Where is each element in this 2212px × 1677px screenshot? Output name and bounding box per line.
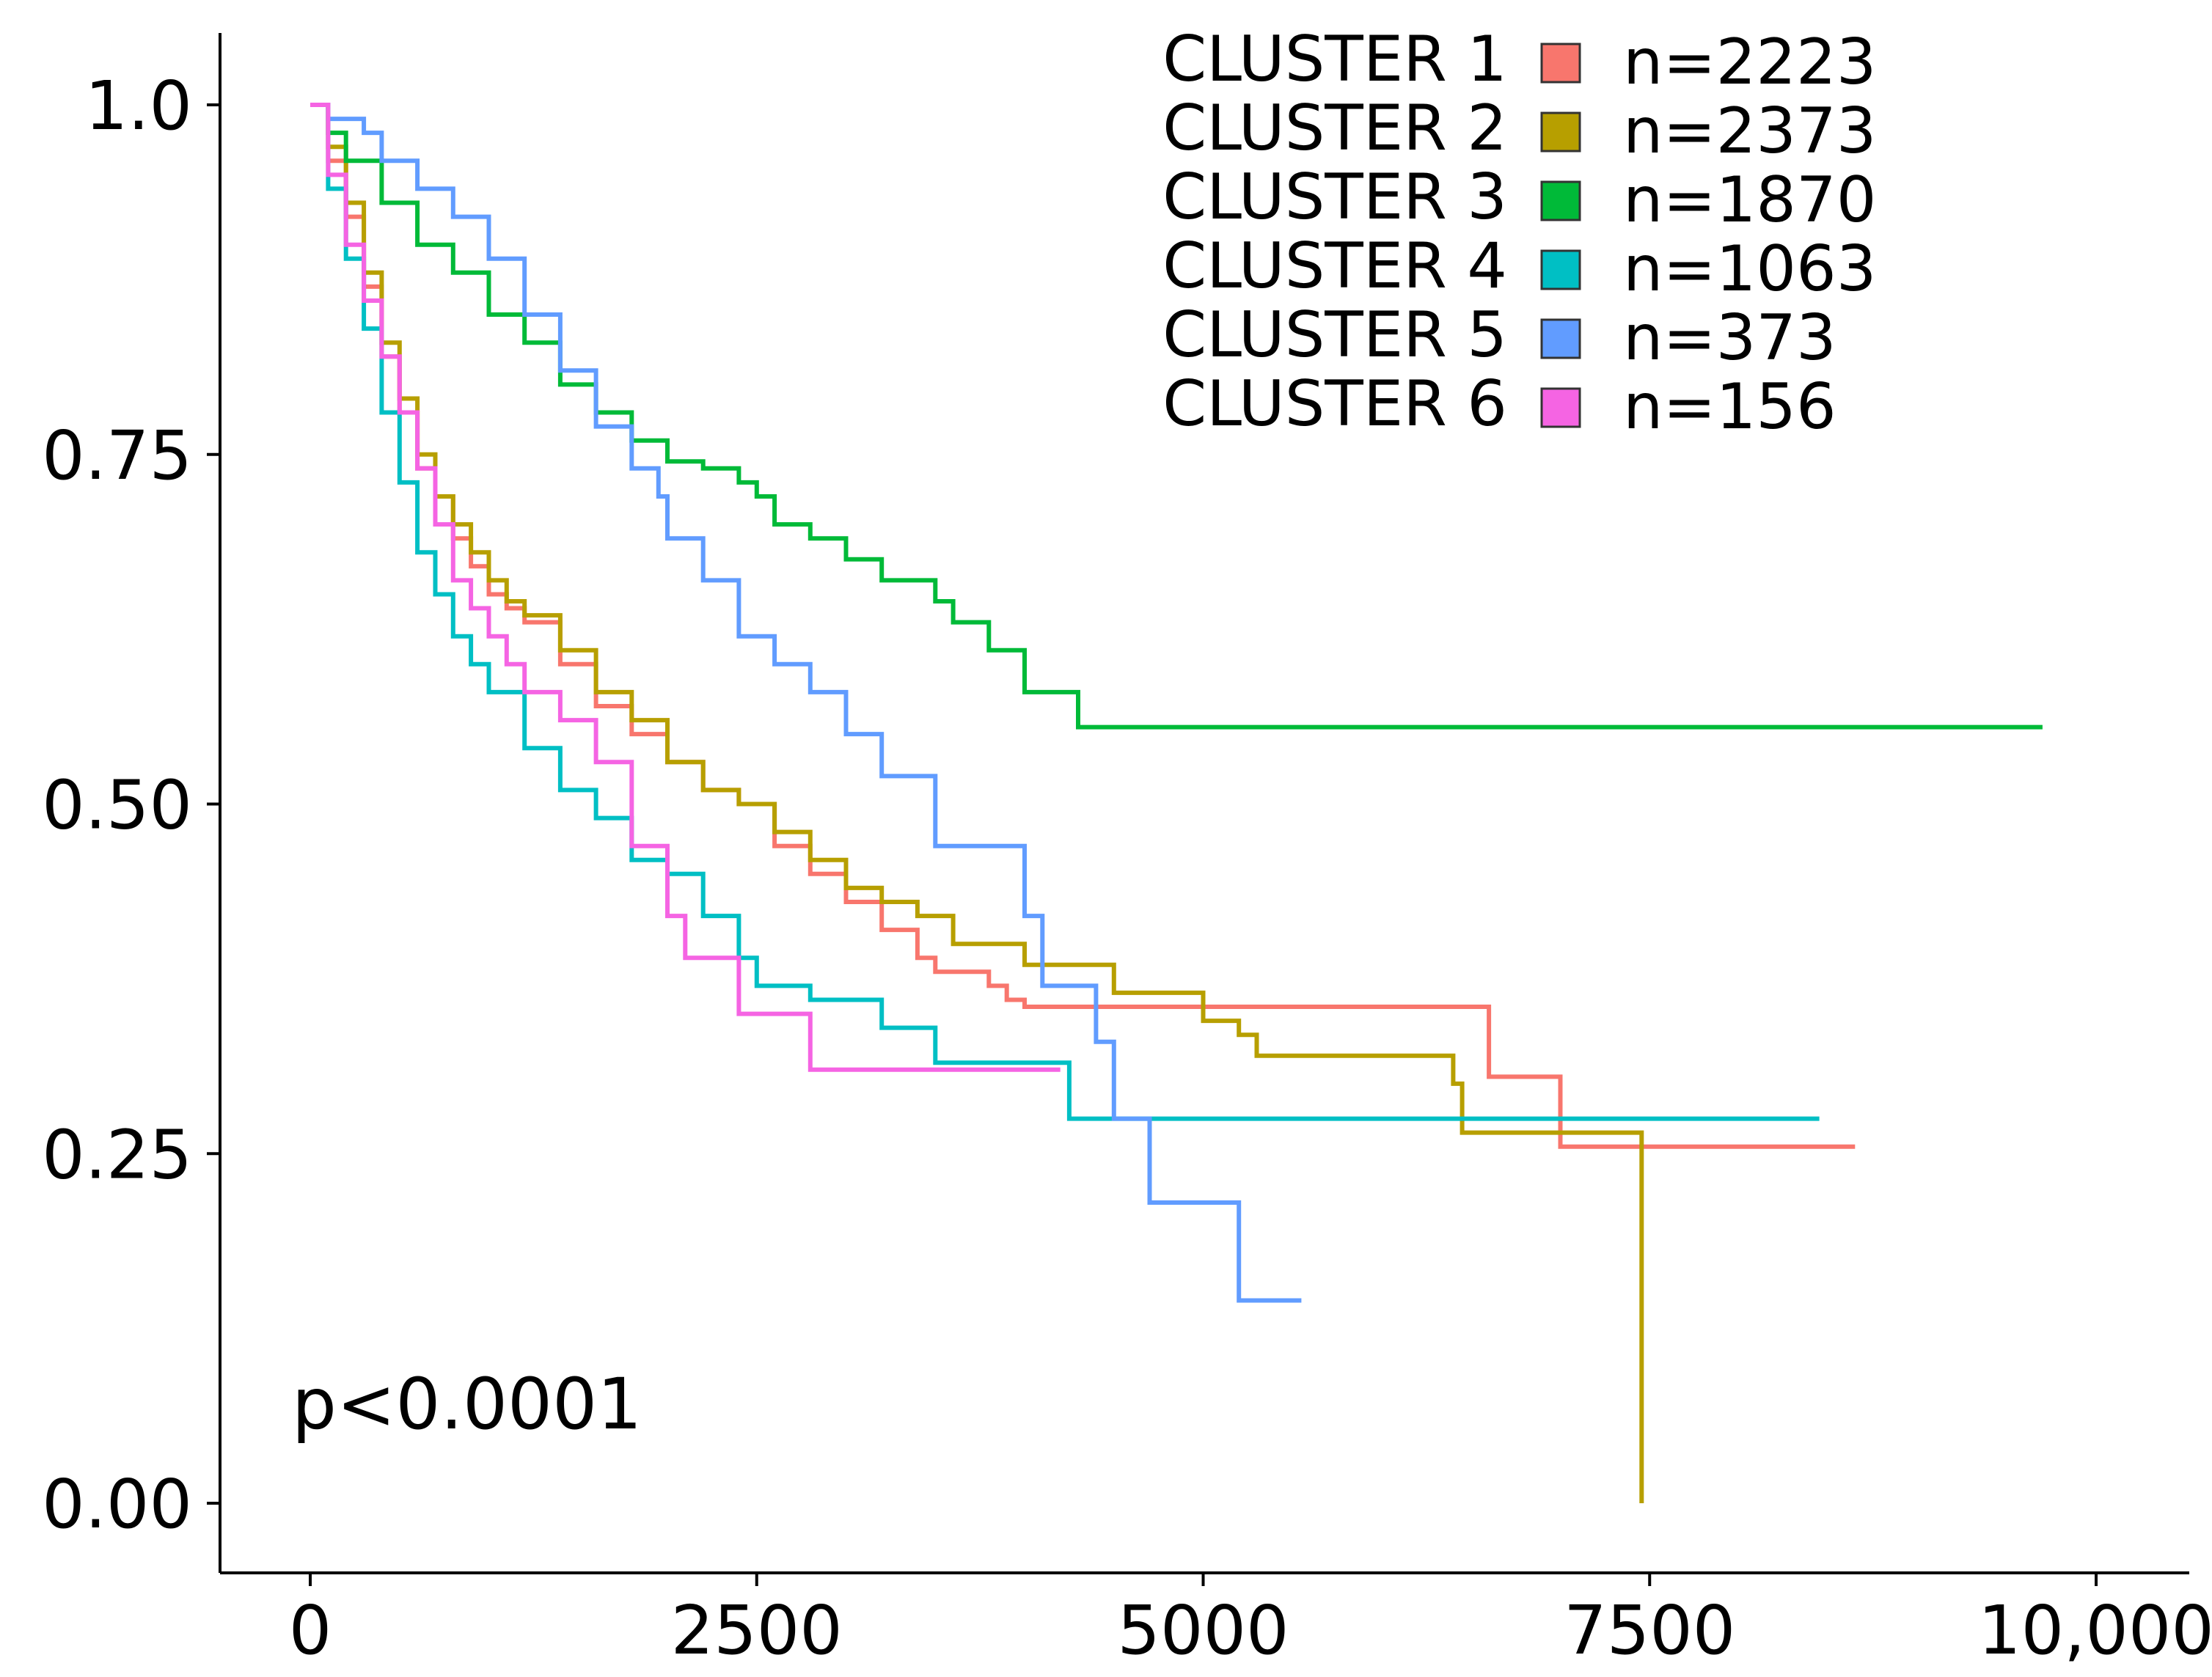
legend-name-cluster-3: CLUSTER 3	[1162, 161, 1507, 234]
legend-swatch-cluster-6	[1540, 387, 1581, 428]
legend-swatch-cluster-1	[1540, 43, 1581, 84]
legend-count-cluster-1: n=2223	[1623, 26, 1876, 99]
axes: 0.00 0.25 0.50 0.75 1.0 0 2500 5000 7500 10,000	[42, 33, 2212, 1670]
legend: CLUSTER 1 n=2223 CLUSTER 2 n=2373 CLUSTER 3 n…	[1162, 23, 1876, 444]
legend-count-cluster-6: n=156	[1623, 370, 1836, 444]
legend-swatch-cluster-5	[1540, 318, 1581, 359]
series-line-cluster-2	[310, 103, 1644, 1503]
series-line-cluster-4	[310, 103, 1820, 1121]
legend-name-cluster-4: CLUSTER 4	[1162, 230, 1507, 303]
legend-count-cluster-2: n=2373	[1623, 95, 1876, 168]
y-tick-label: 0.75	[42, 417, 192, 495]
legend-count-cluster-3: n=1870	[1623, 164, 1876, 237]
legend-name-cluster-1: CLUSTER 1	[1162, 23, 1507, 96]
legend-count-cluster-5: n=373	[1623, 301, 1836, 375]
y-tick-label: 0.25	[42, 1115, 192, 1194]
x-tick-label: 7500	[1564, 1591, 1735, 1670]
series-line-cluster-3	[310, 103, 2043, 730]
x-tick-label: 0	[289, 1591, 332, 1670]
x-tick-label: 5000	[1117, 1591, 1289, 1670]
y-tick-label: 0.00	[42, 1465, 192, 1544]
x-tick-label: 10,000	[1978, 1591, 2212, 1670]
series-line-cluster-5	[310, 103, 1302, 1303]
legend-swatch-cluster-3	[1540, 180, 1581, 221]
series-line-cluster-6	[310, 103, 1061, 1072]
legend-name-cluster-6: CLUSTER 6	[1162, 367, 1507, 441]
legend-swatch-cluster-2	[1540, 111, 1581, 153]
series-lines	[310, 103, 2043, 1503]
y-tick-label: 0.50	[42, 766, 192, 845]
legend-name-cluster-2: CLUSTER 2	[1162, 92, 1507, 165]
y-tick-label: 1.0	[85, 67, 192, 145]
legend-name-cluster-5: CLUSTER 5	[1162, 298, 1507, 372]
legend-count-cluster-4: n=1063	[1623, 232, 1876, 306]
legend-swatch-cluster-4	[1540, 249, 1581, 290]
x-tick-label: 2500	[671, 1591, 843, 1670]
p-value-annotation: p<0.0001	[292, 1363, 642, 1445]
